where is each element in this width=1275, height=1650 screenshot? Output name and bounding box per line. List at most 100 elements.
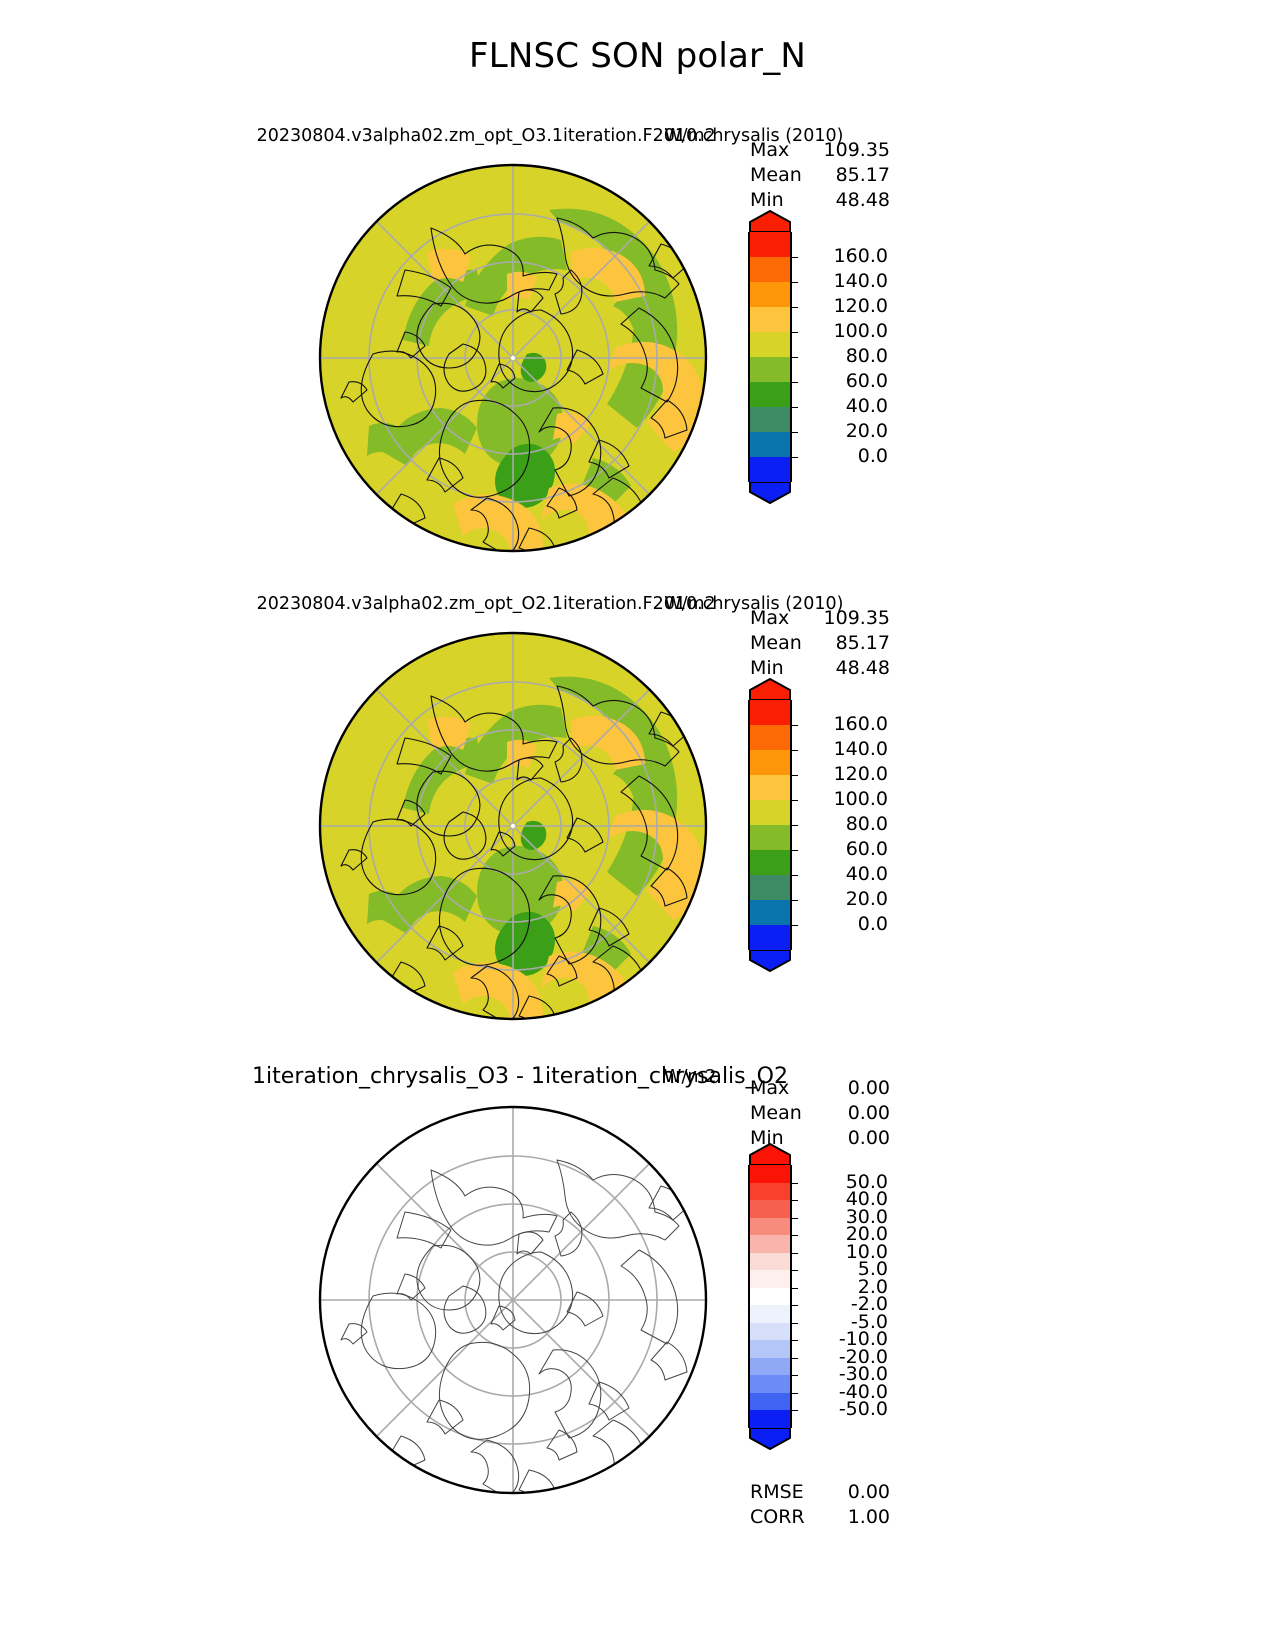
colorbar-tick-label: -20.0 bbox=[838, 1345, 888, 1368]
colorbar-tick-label: -30.0 bbox=[838, 1363, 888, 1385]
colorbar-tick-mark bbox=[792, 1235, 798, 1236]
stats-value-mean: 85.17 bbox=[835, 164, 890, 186]
colorbar-tick-label: 30.0 bbox=[845, 1205, 888, 1228]
colorbar-band bbox=[748, 900, 792, 925]
colorbar-band bbox=[748, 1305, 792, 1323]
colorbar-strip: 50.0 40.0 30.0 20.0 10.0 5.0 2.0 -2.0 -5.0 -10.0-… bbox=[748, 1143, 888, 1450]
colorbar-strip: 160.0 140.0 120.0 100.0 80.0 60.0 40.0 20.0 0.0 bbox=[748, 210, 888, 504]
colorbar-tick-mark bbox=[792, 825, 798, 826]
stats-value-min: 0.00 bbox=[847, 1127, 890, 1149]
colorbar-band bbox=[748, 1357, 792, 1375]
colorbar-tick-mark bbox=[792, 1357, 798, 1359]
colorbar: 160.0 140.0 120.0 100.0 80.0 60.0 40.0 20.0 0.0 bbox=[748, 678, 888, 972]
stats-label-min: Min bbox=[750, 189, 784, 211]
stats-label-max: Max bbox=[750, 1077, 790, 1099]
colorbar-band bbox=[748, 1322, 792, 1340]
colorbar-tick-mark bbox=[792, 357, 798, 358]
map-outline bbox=[318, 1105, 708, 1495]
units-label: W/m2 bbox=[664, 126, 716, 146]
colorbar-tick-mark bbox=[792, 850, 798, 851]
colorbar-band bbox=[748, 307, 792, 332]
colorbar-band bbox=[748, 725, 792, 750]
stats-row: Mean 85.17 bbox=[750, 163, 890, 188]
panel-title: 1iteration_chrysalis_O3 - 1iteration_chr… bbox=[252, 1064, 788, 1089]
polar-map-svg bbox=[318, 1105, 708, 1495]
colorbar-tick-mark bbox=[792, 307, 798, 308]
colorbar-band bbox=[748, 407, 792, 432]
colorbar-tick-mark bbox=[792, 407, 798, 408]
colorbar-band bbox=[748, 1182, 792, 1200]
footer-stats: RMSE 0.00 CORR 1.00 bbox=[750, 1480, 890, 1530]
colorbar-under-arrow bbox=[749, 482, 791, 504]
stats-box: Max 109.35 Mean 85.17 Min 48.48 bbox=[750, 606, 890, 681]
colorbar-band bbox=[748, 1252, 792, 1270]
polar-map bbox=[313, 158, 713, 558]
colorbar-tick-label: -5.0 bbox=[850, 1310, 888, 1333]
colorbar-band bbox=[748, 1392, 792, 1410]
stats-label-mean: Mean bbox=[750, 1102, 802, 1124]
colorbar-over-arrow bbox=[749, 678, 791, 700]
colorbar-band bbox=[748, 825, 792, 850]
colorbar-tick-mark bbox=[792, 750, 798, 751]
colorbar-tick-label: 40.0 bbox=[845, 863, 888, 885]
colorbar-tick-mark bbox=[792, 1287, 798, 1289]
colorbar-tick-mark bbox=[792, 875, 798, 876]
stats-row: Max 109.35 bbox=[750, 606, 890, 631]
stats-value-corr: 1.00 bbox=[847, 1505, 890, 1528]
stats-label-corr: CORR bbox=[750, 1505, 805, 1528]
colorbar-band bbox=[748, 875, 792, 900]
colorbar-tick-mark bbox=[792, 1392, 798, 1394]
colorbar-tick-mark bbox=[792, 1217, 798, 1219]
stats-label-mean: Mean bbox=[750, 632, 802, 654]
pole-marker bbox=[510, 355, 516, 361]
colorbar-tick-label: 80.0 bbox=[845, 345, 888, 367]
colorbar-band bbox=[748, 1235, 792, 1253]
colorbar-tick-mark bbox=[792, 1410, 798, 1411]
colorbar: 50.0 40.0 30.0 20.0 10.0 5.0 2.0 -2.0 -5.0 -10.0-… bbox=[748, 1143, 888, 1450]
colorbar-under-arrow bbox=[749, 1427, 791, 1450]
map-coastlines-layer bbox=[340, 217, 690, 551]
colorbar-tick-label: 140.0 bbox=[833, 270, 888, 292]
colorbar-band bbox=[748, 925, 792, 950]
colorbar-tick-label: 140.0 bbox=[833, 738, 888, 760]
colorbar-band bbox=[748, 282, 792, 307]
colorbar-band bbox=[748, 432, 792, 457]
stats-box: Max 0.00 Mean 0.00 Min 0.00 bbox=[750, 1076, 890, 1151]
colorbar-tick-label: 120.0 bbox=[833, 295, 888, 317]
colorbar-tick-label: 60.0 bbox=[845, 370, 888, 392]
colorbar-band bbox=[748, 382, 792, 407]
stats-row: Mean 85.17 bbox=[750, 631, 890, 656]
stats-row: Min 0.00 bbox=[750, 1126, 890, 1151]
colorbar-tick-label: 0.0 bbox=[857, 913, 888, 935]
colorbar-band bbox=[748, 1217, 792, 1235]
stats-label-mean: Mean bbox=[750, 164, 802, 186]
colorbar-tick-mark bbox=[792, 257, 798, 258]
colorbar-band bbox=[748, 775, 792, 800]
colorbar-band bbox=[748, 800, 792, 825]
colorbar-tick-mark bbox=[792, 1375, 798, 1376]
colorbar-band bbox=[748, 750, 792, 775]
stats-row: Min 48.48 bbox=[750, 656, 890, 681]
colorbar-tick-label: 100.0 bbox=[833, 788, 888, 810]
stats-value-rmse: 0.00 bbox=[847, 1480, 890, 1503]
colorbar-band bbox=[748, 332, 792, 357]
colorbar-tick-label: 20.0 bbox=[845, 1223, 888, 1245]
colorbar-tick-label: -2.0 bbox=[850, 1293, 888, 1315]
colorbar-tick-label: 160.0 bbox=[833, 245, 888, 267]
colorbar-tick-label: 120.0 bbox=[833, 763, 888, 785]
colorbar-tick-mark bbox=[792, 1322, 798, 1324]
stats-row: RMSE 0.00 bbox=[750, 1480, 890, 1505]
colorbar-tick-mark bbox=[792, 725, 798, 726]
colorbar-tick-label: -50.0 bbox=[838, 1398, 888, 1420]
stats-value-max: 109.35 bbox=[823, 607, 890, 629]
colorbar-band bbox=[748, 357, 792, 382]
stats-row: Mean 0.00 bbox=[750, 1101, 890, 1126]
colorbar-tick-mark bbox=[792, 775, 798, 776]
map-outline bbox=[318, 631, 708, 1021]
stats-label-min: Min bbox=[750, 657, 784, 679]
colorbar-band bbox=[748, 850, 792, 875]
polar-map bbox=[313, 1100, 713, 1500]
colorbar-band bbox=[748, 1165, 792, 1183]
colorbar-tick-mark bbox=[792, 382, 798, 383]
map-outline bbox=[318, 163, 708, 553]
